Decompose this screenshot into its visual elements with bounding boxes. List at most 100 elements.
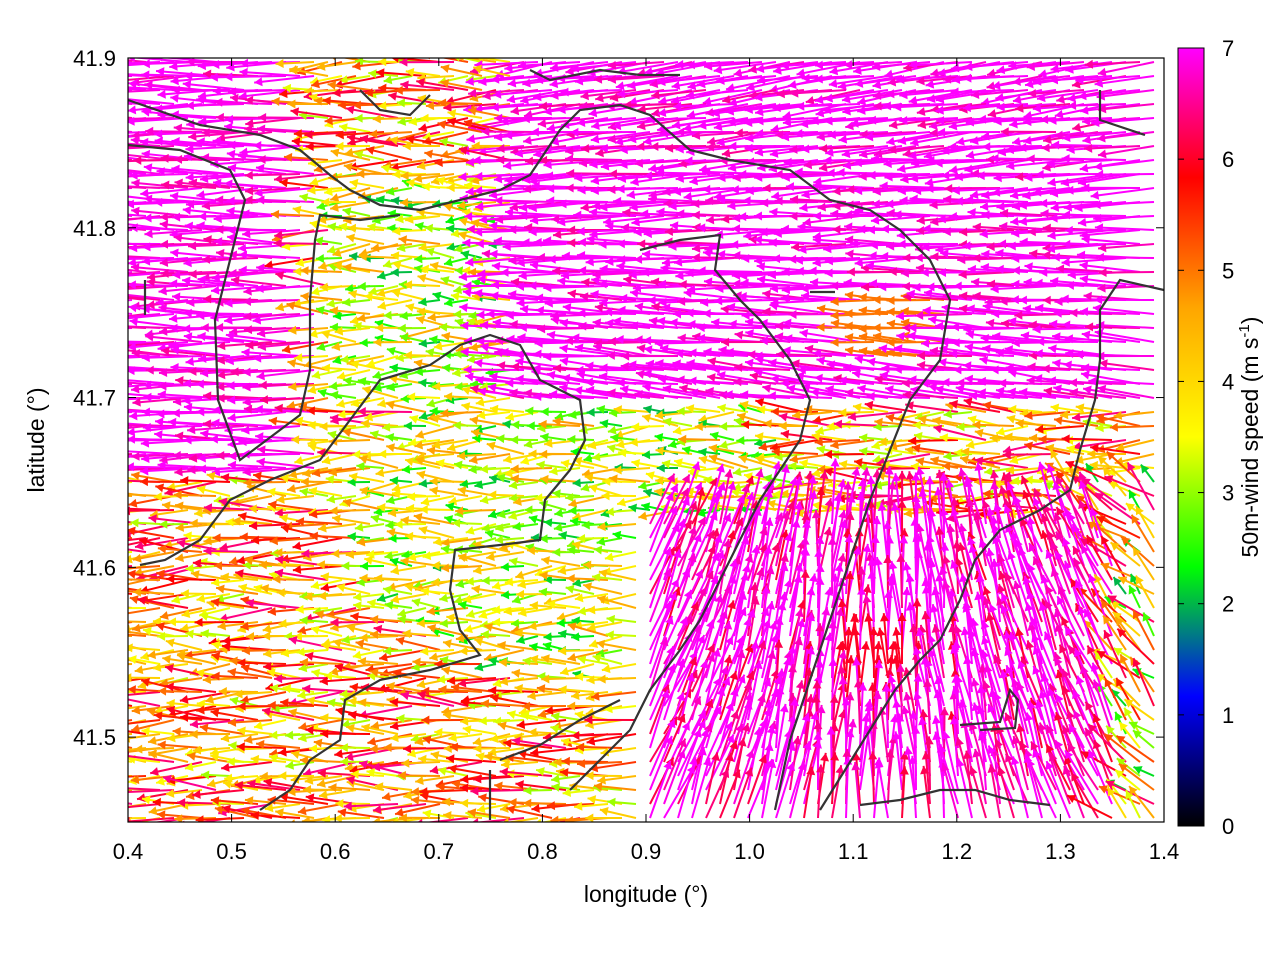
wind-vector [893, 210, 959, 220]
wind-vector [1091, 117, 1155, 128]
wind-vector [128, 704, 133, 707]
wind-vector [899, 766, 909, 819]
wind-vector [299, 755, 343, 765]
wind-vector [713, 61, 777, 75]
wind-vector [196, 485, 231, 497]
wind-vector [376, 68, 427, 78]
wind-vector [352, 61, 399, 71]
wind-vector [356, 169, 399, 179]
wind-vector [596, 595, 637, 609]
wind-vector [471, 584, 511, 595]
wind-vector [395, 636, 441, 651]
wind-vector-field [128, 58, 1155, 822]
x-tick-label: 1.1 [838, 839, 869, 864]
wind-vector [593, 545, 623, 555]
wind-vector [1000, 127, 1057, 137]
wind-vector [1061, 210, 1127, 220]
wind-vector [389, 697, 441, 707]
wind-vector [447, 109, 483, 119]
wind-vector [1061, 434, 1113, 444]
colorbar-tick-label: 1 [1222, 703, 1234, 728]
wind-vector [1046, 159, 1113, 169]
wind-vector [437, 120, 483, 133]
wind-vector [790, 88, 847, 98]
wind-vector [909, 60, 973, 70]
wind-vector [599, 201, 665, 212]
wind-vector [926, 156, 987, 166]
wind-vector [1097, 145, 1155, 159]
wind-vector [454, 58, 483, 63]
wind-vector [1097, 103, 1155, 114]
wind-vector [443, 298, 469, 308]
wind-vector [970, 89, 1029, 100]
wind-vector [864, 131, 931, 142]
wind-vector [154, 197, 217, 207]
wind-vector [128, 424, 133, 427]
wind-vector [626, 187, 693, 200]
wind-vector [858, 145, 917, 159]
wind-vector [442, 711, 483, 721]
wind-vector [238, 250, 301, 260]
wind-vector [418, 297, 441, 307]
wind-vector [556, 215, 623, 227]
wind-vector [392, 226, 427, 236]
wind-vector [475, 397, 511, 407]
wind-vector [442, 797, 483, 807]
wind-vector [397, 607, 427, 618]
wind-vector [536, 684, 581, 694]
wind-vector [593, 74, 651, 84]
wind-vector [314, 236, 343, 246]
wind-vector [388, 91, 441, 105]
wind-vector [443, 257, 469, 267]
wind-vector [220, 733, 259, 743]
wind-vector [299, 193, 329, 203]
wind-vector [227, 163, 287, 175]
wind-vector [411, 598, 441, 609]
wind-vector [128, 453, 133, 456]
wind-vector [564, 154, 623, 164]
wind-vector [330, 187, 371, 202]
colorbar-tick-label: 7 [1222, 36, 1234, 61]
wind-vector [530, 747, 581, 757]
wind-vector [958, 269, 1015, 279]
wind-vector [819, 144, 875, 154]
wind-vector [1075, 75, 1141, 85]
wind-vector [596, 639, 637, 651]
wind-vector [201, 201, 259, 211]
wind-vector [292, 565, 343, 575]
wind-vector [616, 184, 679, 194]
wind-vector [560, 270, 623, 280]
wind-vector [174, 178, 231, 189]
wind-vector [338, 123, 371, 133]
wind-vector [780, 61, 847, 70]
wind-vector [145, 126, 203, 136]
wind-vector [418, 242, 455, 252]
wind-vector [128, 280, 189, 290]
wind-vector [128, 658, 147, 665]
wind-vector [144, 229, 203, 239]
wind-vector [321, 197, 357, 207]
wind-vector [416, 78, 469, 91]
wind-vector [327, 80, 371, 91]
wind-vector [558, 199, 623, 209]
wind-vector [255, 163, 315, 175]
wind-vector [140, 187, 203, 198]
wind-vector [398, 235, 441, 245]
wind-vector [326, 298, 357, 308]
wind-vector [716, 75, 777, 85]
wind-vector [128, 788, 133, 791]
wind-vector [519, 211, 581, 221]
wind-vector [538, 587, 567, 597]
wind-vector [128, 438, 133, 441]
wind-vector [349, 178, 385, 189]
wind-vector [615, 75, 679, 91]
wind-vector [256, 195, 315, 205]
wind-vector [256, 124, 315, 134]
wind-vector [426, 606, 469, 616]
wind-vector [128, 58, 189, 63]
wind-vector [867, 115, 931, 125]
wind-vector [853, 158, 917, 168]
wind-vector [474, 171, 539, 181]
wind-vector [1090, 187, 1155, 200]
wind-vector [188, 178, 245, 189]
